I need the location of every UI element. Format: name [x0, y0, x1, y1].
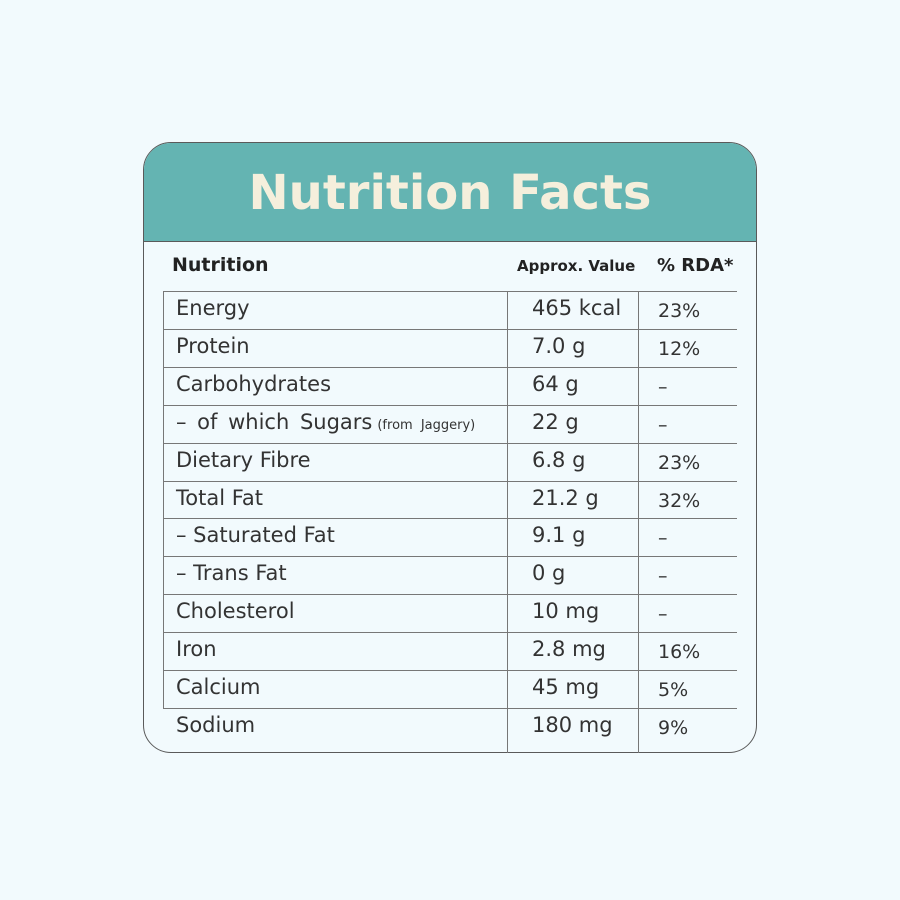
rda: –: [658, 527, 668, 550]
nutrition-card: Nutrition Facts: [143, 142, 757, 753]
nutrient: Sodium: [176, 712, 256, 737]
column-header: % RDA*: [657, 255, 734, 276]
row-line: [163, 366, 737, 368]
row-line: [163, 328, 737, 330]
value: 64 g: [532, 371, 579, 396]
col-line: [507, 291, 508, 753]
rda: –: [658, 565, 668, 588]
nutrient: – Trans Fat: [176, 561, 287, 586]
nutrient: Iron: [176, 637, 217, 662]
rda: 16%: [658, 641, 701, 664]
row-line: [163, 594, 737, 596]
rda: 23%: [658, 300, 701, 322]
value: 21.2 g: [532, 485, 599, 510]
nutrient: – Saturated Fat: [176, 523, 335, 548]
row-line: [163, 404, 737, 406]
value: 22 g: [532, 409, 579, 434]
col-line: [638, 291, 639, 753]
value: 180 mg: [532, 712, 613, 737]
row-line: [163, 707, 737, 709]
nutrient: Calcium: [176, 675, 261, 699]
rda: –: [658, 375, 668, 398]
row-line: [163, 518, 737, 520]
value: 7.0 g: [532, 333, 586, 358]
row-line: [163, 632, 737, 634]
rda: –: [658, 603, 668, 626]
column-header: Nutrition: [172, 254, 269, 276]
header: Nutrition Facts: [144, 143, 756, 242]
nutrient: – of which Sugars: [176, 409, 373, 434]
rda: –: [658, 413, 668, 436]
nutrient: Total Fat: [176, 485, 263, 510]
title: Nutrition Facts: [248, 165, 652, 221]
value: 9.1 g: [532, 523, 586, 548]
column-header: Approx. Value: [517, 257, 636, 275]
value: 45 mg: [532, 675, 600, 699]
rda: 23%: [658, 451, 701, 474]
row-line: [163, 556, 737, 558]
col-line: [163, 291, 164, 708]
value: 6.8 g: [532, 447, 586, 472]
value: 0 g: [532, 561, 566, 586]
nutrient: Protein: [176, 333, 250, 358]
rda: 5%: [658, 679, 689, 701]
rda: 9%: [658, 716, 689, 739]
nutrient: Energy: [176, 296, 250, 320]
row-line: [163, 670, 737, 671]
nutrient: Carbohydrates: [176, 371, 332, 396]
rda: 32%: [658, 489, 701, 512]
row-line: [163, 480, 737, 482]
note: (from Jaggery): [377, 417, 476, 433]
row-line: [163, 291, 737, 292]
nutrient: Dietary Fibre: [176, 447, 311, 472]
row-line: [163, 442, 737, 444]
value: 465 kcal: [532, 296, 622, 320]
value: 10 mg: [532, 599, 600, 624]
nutrient: Cholesterol: [176, 599, 295, 624]
nutrient: – of which Sugars (from Jaggery): [176, 410, 475, 434]
value: 2.8 mg: [532, 637, 606, 662]
rda: 12%: [658, 337, 701, 360]
